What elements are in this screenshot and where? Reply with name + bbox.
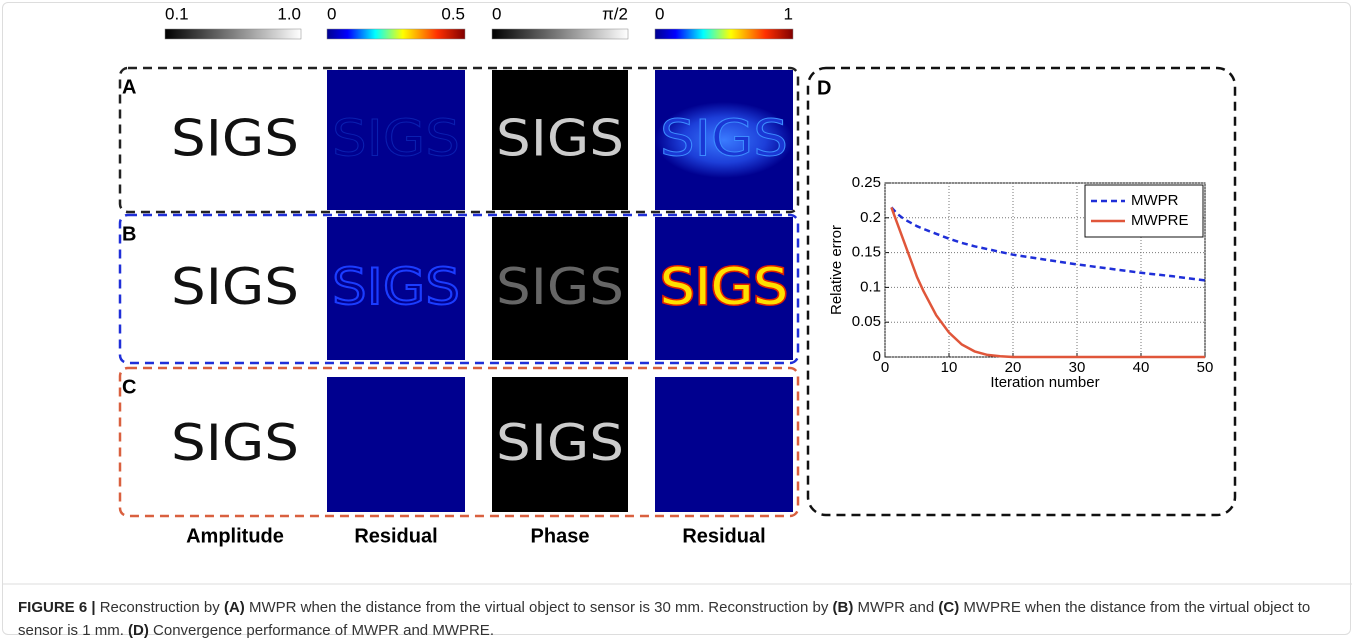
colorbar-max: 1 — [784, 4, 793, 23]
colorbar-min: 0 — [492, 4, 501, 23]
image-text: SIGS — [496, 414, 624, 472]
y-tick-label: 0.2 — [860, 209, 881, 226]
caption-segment: (C) — [938, 599, 959, 616]
x-tick-label: 50 — [1197, 359, 1214, 376]
y-tick-label: 0.05 — [852, 313, 881, 330]
column-label: Phase — [531, 525, 590, 547]
image-text: SIGS — [332, 258, 460, 316]
figure: 0.1 1.0 0 0.5 0 π/2 0 1 A SIGS SIGS SIGS SIGS B SIGS SI… — [0, 0, 1355, 590]
x-tick-label: 10 — [941, 359, 958, 376]
image-text: SIGS — [171, 414, 299, 472]
image-text: SIGS — [660, 258, 788, 316]
row-label: C — [122, 376, 136, 398]
column-label: Amplitude — [186, 525, 284, 547]
caption-segment: MWPR and — [853, 599, 938, 616]
colorbar-max: 1.0 — [277, 4, 301, 23]
caption-segment: FIGURE 6 | — [18, 599, 96, 616]
caption-segment: (B) — [833, 599, 854, 616]
image-text: SIGS — [171, 258, 299, 316]
caption-segment: (A) — [224, 599, 245, 616]
x-tick-label: 40 — [1133, 359, 1150, 376]
image-text: SIGS — [332, 110, 460, 168]
y-axis-label: Relative error — [828, 225, 845, 315]
caption: FIGURE 6 | Reconstruction by (A) MWPR wh… — [18, 596, 1338, 642]
image-text: SIGS — [496, 110, 624, 168]
row-label: A — [122, 76, 136, 98]
colorbar-min: 0 — [655, 4, 664, 23]
panel-label: D — [817, 77, 831, 99]
colorbar — [165, 29, 301, 39]
y-tick-label: 0.1 — [860, 278, 881, 295]
caption-segment: MWPR when the distance from the virtual … — [245, 599, 833, 616]
y-tick-label: 0.15 — [852, 244, 881, 261]
image-background — [655, 377, 793, 512]
y-tick-label: 0.25 — [852, 174, 881, 191]
colorbar-min: 0.1 — [165, 4, 189, 23]
page: 0.1 1.0 0 0.5 0 π/2 0 1 A SIGS SIGS SIGS SIGS B SIGS SI… — [0, 0, 1355, 639]
x-tick-label: 0 — [881, 359, 889, 376]
image-text: SIGS — [660, 110, 788, 168]
colorbar — [492, 29, 628, 39]
colorbar-max: 0.5 — [441, 4, 465, 23]
row-label: B — [122, 223, 136, 245]
colorbar-min: 0 — [327, 4, 336, 23]
caption-segment: Reconstruction by — [96, 599, 224, 616]
caption-segment: (D) — [128, 622, 149, 639]
colorbar — [655, 29, 793, 39]
column-label: Residual — [682, 525, 765, 547]
colorbar-max: π/2 — [602, 4, 628, 23]
image-text: SIGS — [171, 110, 299, 168]
legend-label: MWPRE — [1131, 212, 1189, 229]
column-label: Residual — [354, 525, 437, 547]
image-background — [327, 377, 465, 512]
image-text: SIGS — [496, 258, 624, 316]
legend-label: MWPR — [1131, 192, 1179, 209]
colorbar — [327, 29, 465, 39]
y-tick-label: 0 — [873, 348, 881, 365]
x-axis-label: Iteration number — [990, 374, 1099, 391]
caption-segment: Convergence performance of MWPR and MWPR… — [149, 622, 494, 639]
